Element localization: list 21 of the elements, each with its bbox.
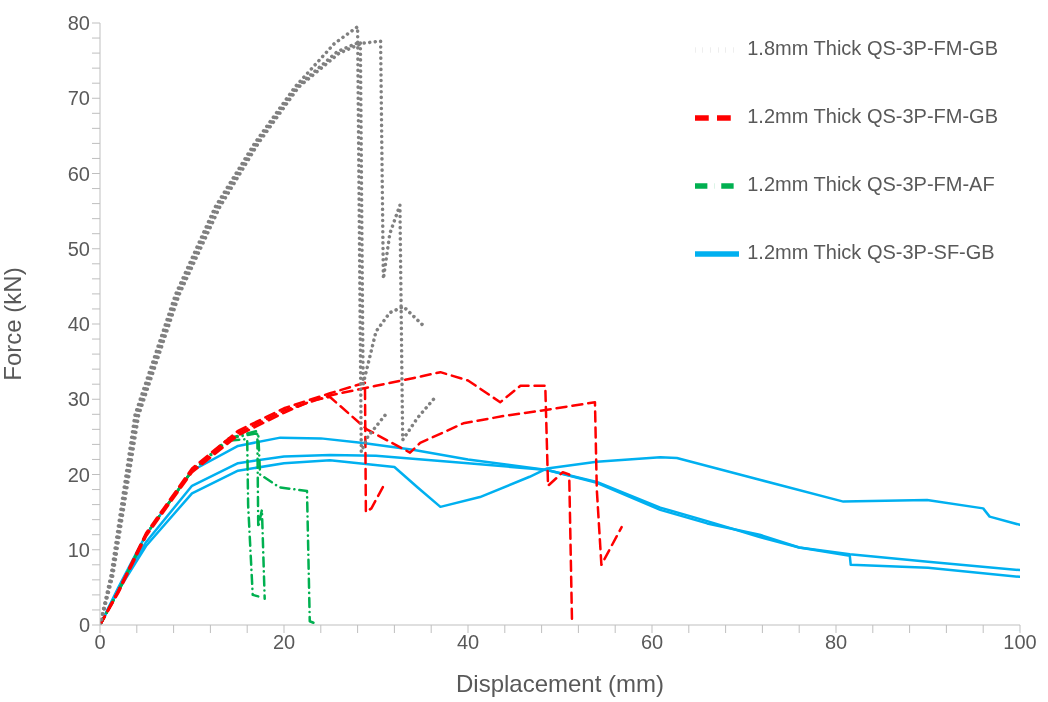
- x-tick-label: 20: [272, 631, 296, 654]
- y-tick-label: 30: [67, 388, 90, 411]
- y-tick-label: 60: [67, 162, 90, 185]
- y-tick-label: 20: [67, 463, 90, 486]
- legend-label: 1.8mm Thick QS-3P-FM-GB: [747, 37, 998, 59]
- y-tick-label: 0: [78, 614, 90, 637]
- y-tick-label: 70: [67, 87, 90, 110]
- x-tick-label: 100: [1003, 631, 1037, 654]
- x-axis-title: Displacement (mm): [455, 670, 665, 697]
- y-tick-label: 80: [67, 12, 90, 35]
- y-axis-title: Force (kN): [0, 267, 26, 381]
- legend-label: 1.2mm Thick QS-3P-SF-GB: [747, 241, 995, 263]
- legend-label: 1.2mm Thick QS-3P-FM-AF: [747, 173, 995, 195]
- x-tick-label: 40: [456, 631, 480, 654]
- legend-label: 1.2mm Thick QS-3P-FM-GB: [747, 105, 998, 127]
- y-tick-label: 40: [67, 313, 90, 336]
- y-tick-label: 50: [67, 237, 90, 260]
- x-tick-label: 0: [94, 631, 106, 654]
- x-tick-label: 80: [824, 631, 848, 654]
- y-tick-label: 10: [67, 538, 90, 561]
- x-tick-label: 60: [640, 631, 664, 654]
